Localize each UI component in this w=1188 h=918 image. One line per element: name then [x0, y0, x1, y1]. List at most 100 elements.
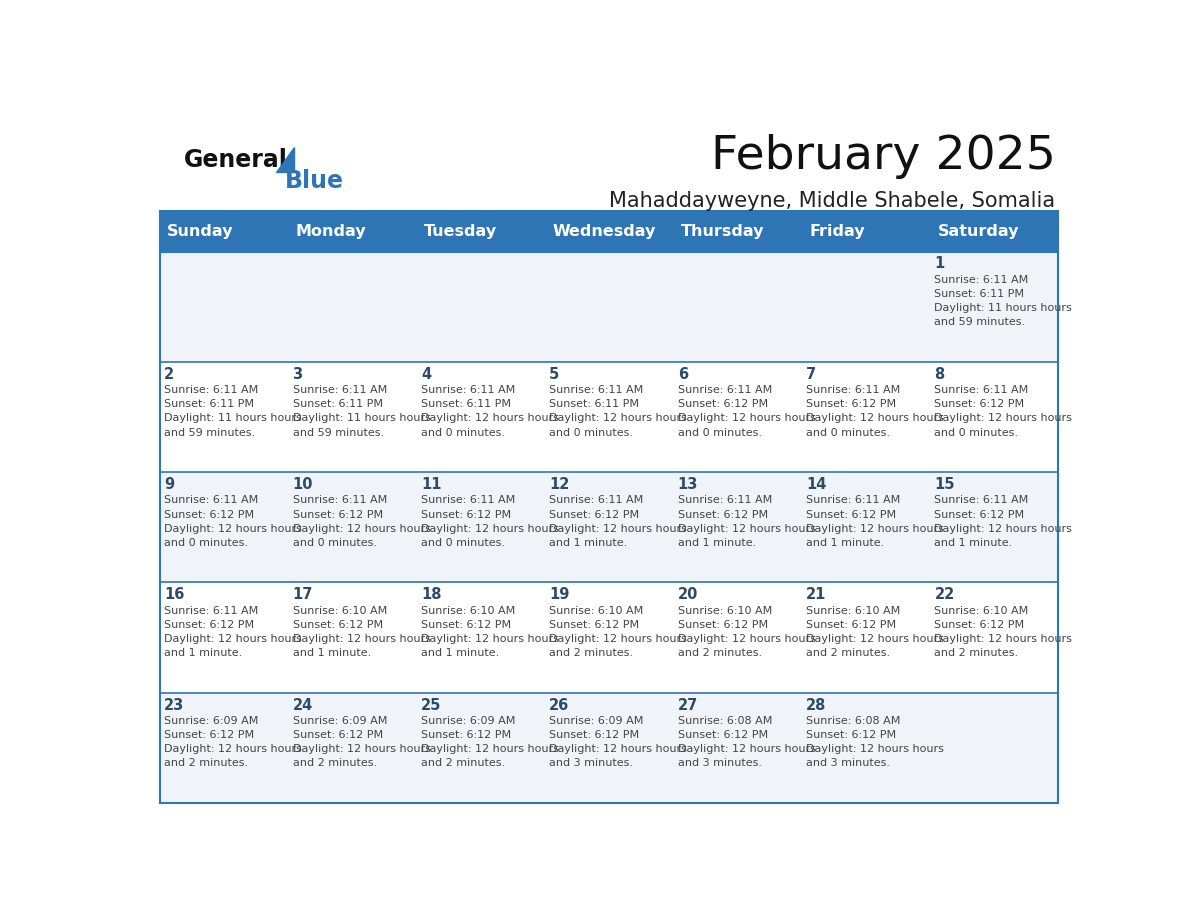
Text: Sunset: 6:12 PM: Sunset: 6:12 PM — [292, 730, 383, 740]
Text: and 0 minutes.: and 0 minutes. — [421, 428, 505, 438]
Text: Sunrise: 6:10 AM: Sunrise: 6:10 AM — [421, 606, 516, 616]
Text: 14: 14 — [805, 477, 827, 492]
Text: Sunset: 6:11 PM: Sunset: 6:11 PM — [292, 399, 383, 409]
Text: and 59 minutes.: and 59 minutes. — [935, 318, 1025, 328]
Text: Sunset: 6:12 PM: Sunset: 6:12 PM — [549, 730, 639, 740]
Bar — [287, 210, 416, 252]
Text: Sunset: 6:12 PM: Sunset: 6:12 PM — [421, 730, 511, 740]
Text: and 59 minutes.: and 59 minutes. — [164, 428, 255, 438]
Text: and 59 minutes.: and 59 minutes. — [292, 428, 384, 438]
Text: 17: 17 — [292, 588, 312, 602]
Text: Sunrise: 6:10 AM: Sunrise: 6:10 AM — [677, 606, 772, 616]
Text: Sunset: 6:12 PM: Sunset: 6:12 PM — [164, 509, 254, 520]
Text: and 1 minute.: and 1 minute. — [421, 648, 499, 658]
Text: 6: 6 — [677, 367, 688, 382]
Text: Sunrise: 6:11 AM: Sunrise: 6:11 AM — [164, 386, 259, 395]
Text: 4: 4 — [421, 367, 431, 382]
Bar — [159, 210, 1059, 803]
Text: Sunrise: 6:11 AM: Sunrise: 6:11 AM — [549, 386, 644, 395]
Text: Sunrise: 6:11 AM: Sunrise: 6:11 AM — [805, 496, 901, 506]
Text: Daylight: 11 hours hours: Daylight: 11 hours hours — [164, 413, 302, 423]
Bar — [159, 472, 1059, 582]
Text: Sunrise: 6:11 AM: Sunrise: 6:11 AM — [421, 496, 516, 506]
Text: Sunrise: 6:11 AM: Sunrise: 6:11 AM — [935, 386, 1029, 395]
Text: 25: 25 — [421, 698, 441, 712]
Text: Daylight: 12 hours hours: Daylight: 12 hours hours — [677, 744, 815, 755]
Text: Sunset: 6:12 PM: Sunset: 6:12 PM — [164, 620, 254, 630]
Text: 10: 10 — [292, 477, 312, 492]
Text: Sunrise: 6:09 AM: Sunrise: 6:09 AM — [549, 716, 644, 726]
Text: Sunset: 6:12 PM: Sunset: 6:12 PM — [935, 399, 1024, 409]
Text: Sunrise: 6:11 AM: Sunrise: 6:11 AM — [677, 496, 772, 506]
Text: Daylight: 12 hours hours: Daylight: 12 hours hours — [677, 523, 815, 533]
Bar — [159, 362, 1059, 472]
Text: Sunset: 6:12 PM: Sunset: 6:12 PM — [805, 730, 896, 740]
Text: Daylight: 12 hours hours: Daylight: 12 hours hours — [421, 523, 558, 533]
Text: 16: 16 — [164, 588, 184, 602]
Text: 19: 19 — [549, 588, 569, 602]
Text: Sunset: 6:12 PM: Sunset: 6:12 PM — [677, 730, 767, 740]
Text: Sunset: 6:11 PM: Sunset: 6:11 PM — [164, 399, 254, 409]
Text: 15: 15 — [935, 477, 955, 492]
Text: 21: 21 — [805, 588, 827, 602]
Text: 13: 13 — [677, 477, 699, 492]
Text: Daylight: 12 hours hours: Daylight: 12 hours hours — [421, 413, 558, 423]
Text: 9: 9 — [164, 477, 175, 492]
Text: Sunrise: 6:11 AM: Sunrise: 6:11 AM — [805, 386, 901, 395]
Text: 23: 23 — [164, 698, 184, 712]
Text: Sunset: 6:12 PM: Sunset: 6:12 PM — [421, 509, 511, 520]
Text: 7: 7 — [805, 367, 816, 382]
Text: Daylight: 12 hours hours: Daylight: 12 hours hours — [164, 523, 302, 533]
Text: 22: 22 — [935, 588, 955, 602]
Text: Daylight: 12 hours hours: Daylight: 12 hours hours — [164, 634, 302, 644]
Text: Sunrise: 6:11 AM: Sunrise: 6:11 AM — [164, 606, 259, 616]
Text: Sunrise: 6:08 AM: Sunrise: 6:08 AM — [805, 716, 901, 726]
Text: Sunrise: 6:10 AM: Sunrise: 6:10 AM — [805, 606, 901, 616]
Text: and 0 minutes.: and 0 minutes. — [292, 538, 377, 548]
Text: Daylight: 11 hours hours: Daylight: 11 hours hours — [292, 413, 430, 423]
Text: Sunset: 6:11 PM: Sunset: 6:11 PM — [421, 399, 511, 409]
Text: Sunset: 6:12 PM: Sunset: 6:12 PM — [677, 399, 767, 409]
Text: Tuesday: Tuesday — [424, 224, 497, 239]
Text: Sunrise: 6:10 AM: Sunrise: 6:10 AM — [549, 606, 644, 616]
Text: and 1 minute.: and 1 minute. — [164, 648, 242, 658]
Text: Sunrise: 6:11 AM: Sunrise: 6:11 AM — [292, 496, 387, 506]
Text: and 2 minutes.: and 2 minutes. — [805, 648, 890, 658]
Text: Daylight: 12 hours hours: Daylight: 12 hours hours — [805, 634, 944, 644]
Text: Sunrise: 6:09 AM: Sunrise: 6:09 AM — [292, 716, 387, 726]
Text: General: General — [183, 148, 287, 172]
Text: and 0 minutes.: and 0 minutes. — [935, 428, 1018, 438]
Bar — [416, 210, 544, 252]
Text: Daylight: 12 hours hours: Daylight: 12 hours hours — [677, 413, 815, 423]
Text: Sunrise: 6:11 AM: Sunrise: 6:11 AM — [292, 386, 387, 395]
Text: Sunrise: 6:11 AM: Sunrise: 6:11 AM — [677, 386, 772, 395]
Text: Daylight: 12 hours hours: Daylight: 12 hours hours — [421, 634, 558, 644]
Text: Wednesday: Wednesday — [552, 224, 656, 239]
Text: and 1 minute.: and 1 minute. — [805, 538, 884, 548]
Text: Daylight: 12 hours hours: Daylight: 12 hours hours — [805, 744, 944, 755]
Bar — [159, 582, 1059, 692]
Text: Daylight: 12 hours hours: Daylight: 12 hours hours — [935, 523, 1073, 533]
Text: Daylight: 12 hours hours: Daylight: 12 hours hours — [292, 744, 430, 755]
Text: and 2 minutes.: and 2 minutes. — [549, 648, 633, 658]
Text: Sunrise: 6:11 AM: Sunrise: 6:11 AM — [935, 274, 1029, 285]
Text: 3: 3 — [292, 367, 303, 382]
Text: 18: 18 — [421, 588, 442, 602]
Bar — [802, 210, 930, 252]
Text: and 0 minutes.: and 0 minutes. — [421, 538, 505, 548]
Text: Daylight: 12 hours hours: Daylight: 12 hours hours — [549, 523, 687, 533]
Text: Blue: Blue — [285, 169, 343, 193]
Text: Sunrise: 6:10 AM: Sunrise: 6:10 AM — [935, 606, 1029, 616]
Text: Sunday: Sunday — [168, 224, 234, 239]
Text: Sunrise: 6:09 AM: Sunrise: 6:09 AM — [164, 716, 259, 726]
Text: Saturday: Saturday — [937, 224, 1019, 239]
Text: 27: 27 — [677, 698, 697, 712]
Text: 8: 8 — [935, 367, 944, 382]
Text: and 0 minutes.: and 0 minutes. — [805, 428, 890, 438]
Text: 11: 11 — [421, 477, 442, 492]
Text: Sunset: 6:12 PM: Sunset: 6:12 PM — [292, 509, 383, 520]
Polygon shape — [276, 147, 293, 173]
Text: Daylight: 12 hours hours: Daylight: 12 hours hours — [549, 744, 687, 755]
Text: and 0 minutes.: and 0 minutes. — [677, 428, 762, 438]
Text: Daylight: 12 hours hours: Daylight: 12 hours hours — [292, 523, 430, 533]
